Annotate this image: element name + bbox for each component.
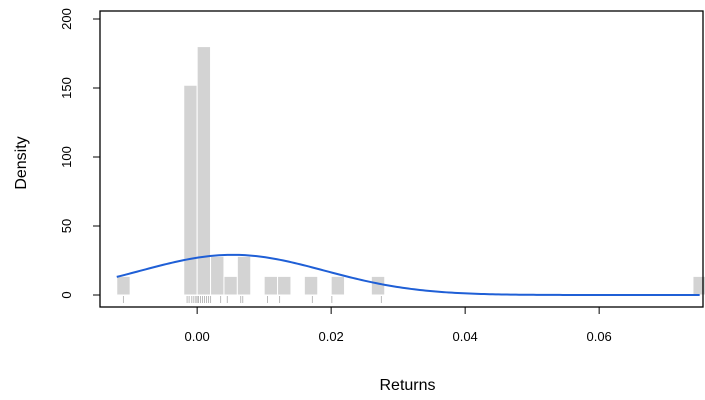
y-axis: 0 50 100 150 200 — [59, 8, 101, 299]
x-axis-label: Returns — [379, 377, 435, 394]
histogram-bar — [183, 84, 198, 296]
y-tick-label: 200 — [59, 8, 74, 30]
histogram-bar — [196, 46, 212, 296]
rug-ticks — [122, 296, 704, 303]
x-tick-label: 0.06 — [586, 329, 611, 344]
histogram-bar — [303, 275, 319, 296]
y-tick-label: 50 — [59, 219, 74, 233]
density-curve — [116, 253, 700, 296]
histogram-bar — [223, 275, 238, 296]
y-axis-label: Density — [13, 136, 30, 189]
histogram-bar — [236, 255, 252, 296]
histogram-bar — [330, 275, 346, 296]
histogram-bar — [210, 255, 225, 296]
histogram-bar — [370, 275, 386, 296]
x-tick-label: 0.04 — [452, 329, 477, 344]
histogram-bar — [277, 275, 292, 296]
y-tick-label: 100 — [59, 146, 74, 168]
histogram-bar — [263, 275, 279, 296]
x-axis: 0.00 0.02 0.04 0.06 — [184, 306, 612, 344]
x-tick-label: 0.02 — [318, 329, 343, 344]
y-tick-label: 150 — [59, 77, 74, 99]
y-tick-label: 0 — [59, 291, 74, 298]
x-tick-label: 0.00 — [184, 329, 209, 344]
histogram-bars — [116, 46, 705, 296]
histogram-bar — [116, 275, 131, 296]
